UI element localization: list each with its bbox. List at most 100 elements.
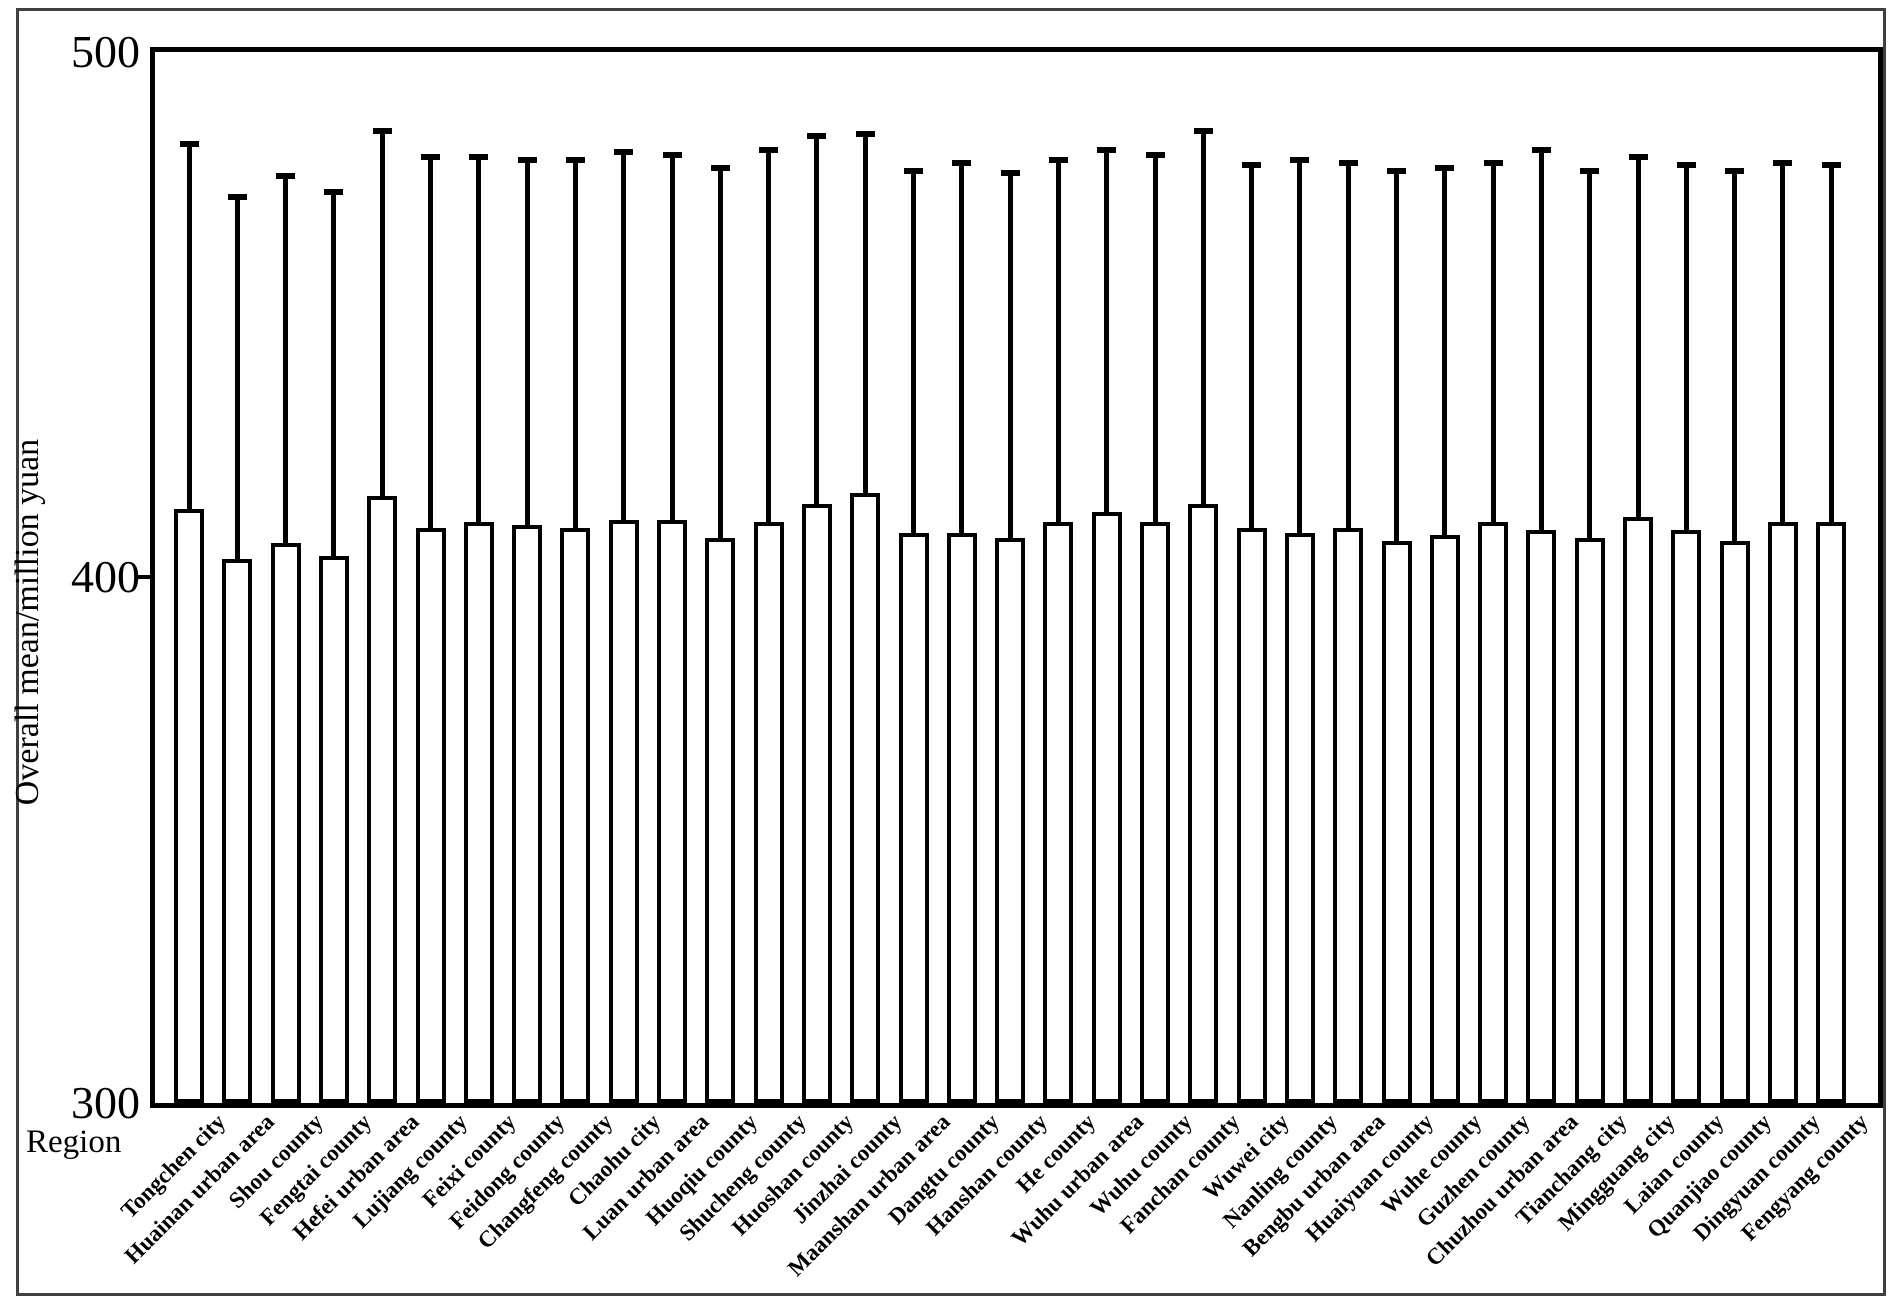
error-cap — [1000, 170, 1020, 177]
y-axis-title: Overall mean/million yuan — [9, 438, 46, 806]
error-whisker — [766, 149, 772, 523]
bar-wuhe-county — [1429, 535, 1460, 1103]
error-whisker — [959, 162, 965, 533]
error-cap — [1145, 151, 1165, 158]
bar-guzhen-county — [1478, 522, 1509, 1103]
x-axis-title: Region — [26, 1124, 122, 1160]
plot-area — [150, 47, 1883, 1108]
error-whisker — [1055, 160, 1061, 523]
error-cap — [1097, 146, 1117, 153]
error-cap — [1338, 159, 1358, 166]
error-whisker — [186, 144, 192, 510]
error-cap — [469, 154, 489, 161]
error-cap — [1290, 157, 1310, 164]
bar-shou-county — [270, 543, 301, 1103]
bar-feidong-county — [512, 524, 543, 1103]
error-cap — [1580, 167, 1600, 174]
bar-jinzhai-county — [850, 493, 881, 1103]
error-cap — [1483, 159, 1503, 166]
bar-huainan-urban-area — [222, 559, 253, 1103]
error-cap — [179, 141, 199, 148]
error-cap — [1193, 128, 1213, 135]
y-tick-label-300: 300 — [71, 1077, 140, 1128]
error-whisker — [476, 157, 482, 523]
error-whisker — [862, 133, 868, 494]
bar-dingyuan-county — [1767, 522, 1798, 1103]
bar-shucheng-county — [753, 522, 784, 1103]
bar-quanjiao-county — [1719, 540, 1750, 1103]
bar-fengtai-county — [318, 556, 349, 1103]
error-whisker — [1828, 165, 1834, 523]
bar-chaohu-city — [608, 519, 639, 1103]
bar-he-county — [1043, 522, 1074, 1103]
bar-dangtu-county — [946, 532, 977, 1103]
error-whisker — [814, 136, 820, 504]
error-cap — [710, 164, 730, 171]
error-whisker — [331, 191, 337, 557]
error-whisker — [1587, 170, 1593, 539]
bar-luan-urban-area — [657, 519, 687, 1103]
bar-bengbu-urban-area — [1333, 527, 1364, 1103]
error-whisker — [1297, 160, 1303, 533]
bar-changfeng-county — [560, 527, 591, 1103]
error-cap — [227, 193, 247, 200]
error-cap — [904, 167, 923, 174]
error-whisker — [1490, 162, 1496, 523]
error-whisker — [911, 170, 916, 533]
error-cap — [1773, 159, 1793, 166]
error-whisker — [1780, 162, 1786, 523]
bar-hefei-urban-area — [367, 496, 398, 1103]
bar-hanshan-county — [995, 538, 1026, 1103]
error-cap — [421, 154, 440, 161]
error-whisker — [669, 154, 675, 520]
bar-laian-county — [1671, 530, 1702, 1103]
y-tick-label-400: 400 — [71, 551, 140, 602]
bar-huoqiu-county — [705, 538, 736, 1103]
error-whisker — [1152, 154, 1158, 523]
error-cap — [276, 172, 296, 179]
error-cap — [952, 159, 972, 166]
bar-fengyang-county — [1816, 522, 1847, 1103]
error-cap — [1821, 162, 1841, 169]
bar-fanchan-county — [1188, 503, 1219, 1103]
bar-feixi-county — [463, 522, 494, 1103]
error-whisker — [1683, 165, 1689, 531]
error-cap — [517, 157, 537, 164]
error-whisker — [1249, 165, 1255, 528]
error-cap — [1531, 146, 1551, 153]
error-whisker — [572, 160, 578, 528]
error-cap — [759, 146, 779, 153]
error-whisker — [234, 196, 240, 560]
error-cap — [1242, 162, 1262, 169]
error-whisker — [1394, 170, 1399, 541]
bar-nanling-county — [1284, 532, 1315, 1103]
bar-wuwei-city — [1236, 527, 1267, 1103]
bar-huoshan-county — [801, 503, 832, 1103]
bar-mingguang-city — [1623, 517, 1653, 1103]
bar-wuhu-county — [1140, 522, 1170, 1103]
bar-tianchang-city — [1574, 538, 1605, 1103]
error-whisker — [1635, 157, 1641, 518]
error-whisker — [1538, 149, 1544, 531]
error-cap — [565, 157, 585, 164]
error-cap — [1725, 167, 1745, 174]
error-cap — [1628, 154, 1648, 161]
bar-maanshan-urban-area — [898, 532, 929, 1103]
error-cap — [855, 130, 875, 137]
error-whisker — [428, 157, 433, 528]
error-cap — [324, 188, 344, 195]
error-cap — [614, 149, 634, 156]
error-whisker — [717, 167, 723, 539]
error-cap — [807, 133, 827, 140]
error-whisker — [1345, 162, 1351, 528]
error-cap — [1435, 164, 1455, 171]
bar-huaiyuan-county — [1381, 540, 1412, 1103]
error-whisker — [1200, 131, 1206, 504]
error-cap — [1387, 167, 1406, 174]
figure-outer-border — [16, 8, 1886, 1296]
bar-lujiang-county — [415, 527, 446, 1103]
bar-chuzhou-urban-area — [1526, 530, 1557, 1103]
y-tick-label-500: 500 — [71, 26, 140, 77]
error-cap — [662, 151, 682, 158]
